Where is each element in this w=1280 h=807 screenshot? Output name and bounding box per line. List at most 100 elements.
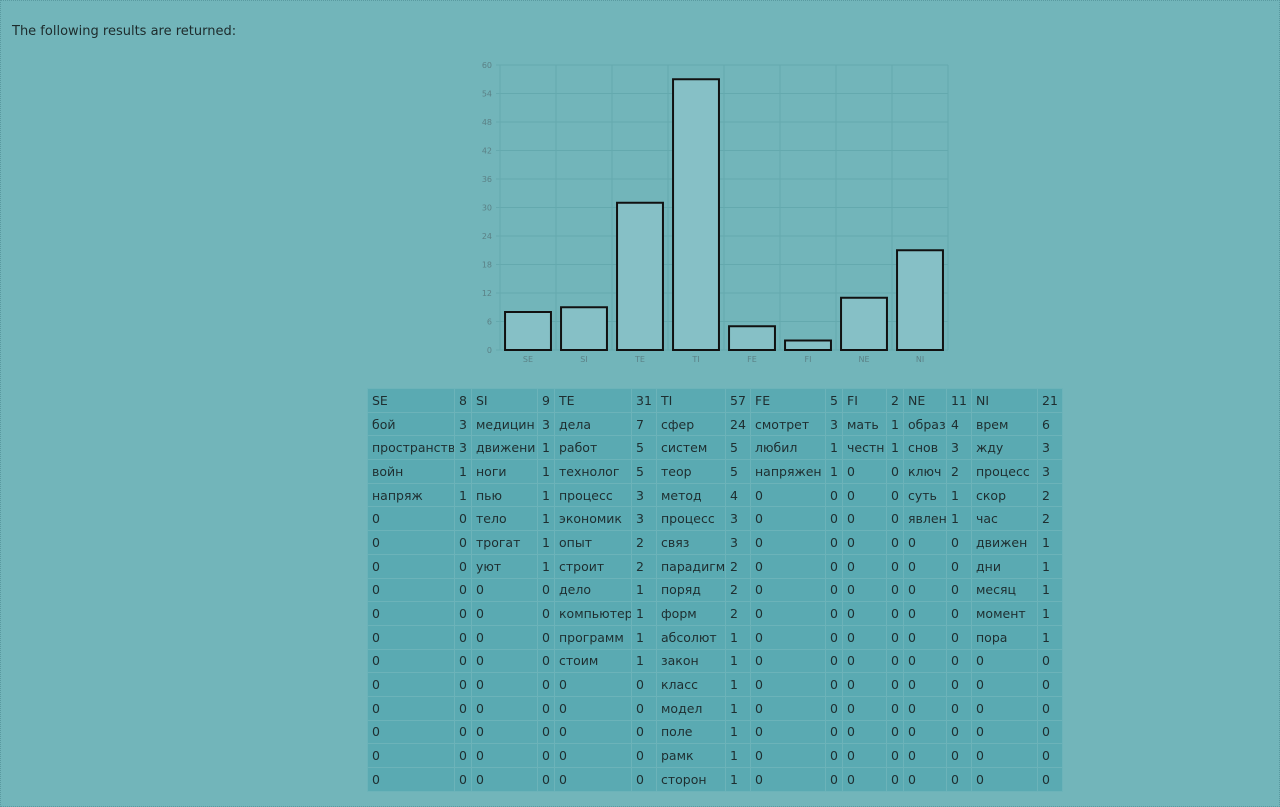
header-count-cell: 11 — [946, 388, 972, 413]
word-cell: 0 — [903, 624, 947, 650]
word-cell: 0 — [903, 530, 947, 555]
word-cell: 0 — [554, 743, 632, 768]
count-cell: 1 — [537, 482, 555, 508]
count-cell: 0 — [886, 506, 904, 532]
word-cell: 0 — [842, 695, 887, 721]
table-row: бой 3 медицин 3 дела 7 сфер 24 смотрет 3 мать 1 обра… — [367, 411, 1063, 437]
count-cell: 3 — [631, 482, 657, 508]
word-cell: 0 — [471, 695, 538, 721]
word-cell: 0 — [971, 672, 1038, 697]
word-cell: 0 — [471, 577, 538, 603]
table-row: 0 0 0 0 дело 1 поряд 2 0 0 0 0 0 0 месяц 1 — [367, 577, 1063, 603]
count-cell: 0 — [1037, 695, 1063, 721]
count-cell: 7 — [631, 411, 657, 437]
word-cell: пространств — [367, 435, 455, 461]
word-cell: технолог — [554, 459, 632, 484]
header-count-cell: 9 — [537, 388, 555, 413]
word-cell: 0 — [750, 482, 826, 508]
word-cell: 0 — [750, 695, 826, 721]
count-cell: 0 — [454, 601, 472, 626]
word-cell: парадигм — [656, 553, 726, 579]
count-cell: 5 — [725, 435, 751, 461]
word-cell: рамк — [656, 743, 726, 768]
word-cell: экономик — [554, 506, 632, 532]
y-tick-label: 42 — [482, 147, 492, 156]
count-cell: 2 — [946, 459, 972, 484]
count-cell: 1 — [825, 435, 843, 461]
word-cell: 0 — [367, 577, 455, 603]
count-cell: 0 — [631, 719, 657, 745]
y-tick-label: 6 — [487, 318, 492, 327]
table-row: 0 0 0 0 стоим 1 закон 1 0 0 0 0 0 0 0 0 — [367, 648, 1063, 674]
word-cell: 0 — [971, 719, 1038, 745]
header-function-cell: FE — [750, 388, 826, 413]
y-tick-label: 0 — [487, 346, 492, 355]
count-cell: 0 — [454, 648, 472, 674]
count-cell: 0 — [537, 624, 555, 650]
word-cell: 0 — [750, 530, 826, 555]
count-cell: 0 — [886, 459, 904, 484]
count-cell: 24 — [725, 411, 751, 437]
word-cell: 0 — [750, 648, 826, 674]
count-cell: 0 — [1037, 719, 1063, 745]
word-cell: тело — [471, 506, 538, 532]
count-cell: 5 — [725, 459, 751, 484]
word-cell: сфер — [656, 411, 726, 437]
count-cell: 0 — [825, 624, 843, 650]
word-cell: 0 — [842, 530, 887, 555]
word-cell: 0 — [367, 530, 455, 555]
count-cell: 1 — [537, 506, 555, 532]
count-cell: 1 — [631, 648, 657, 674]
count-cell: 0 — [825, 767, 843, 792]
table-row: 0 0 уют 1 строит 2 парадигм 2 0 0 0 0 0 0 дни 1 — [367, 553, 1063, 579]
header-count-cell: 57 — [725, 388, 751, 413]
count-cell: 0 — [537, 767, 555, 792]
count-cell: 1 — [537, 553, 555, 579]
word-cell: систем — [656, 435, 726, 461]
x-tick-label: TE — [634, 355, 645, 364]
count-cell: 0 — [825, 743, 843, 768]
word-cell: жду — [971, 435, 1038, 461]
count-cell: 0 — [537, 695, 555, 721]
count-cell: 0 — [537, 577, 555, 603]
count-cell: 0 — [631, 767, 657, 792]
word-cell: бой — [367, 411, 455, 437]
header-count-cell: 8 — [454, 388, 472, 413]
count-cell: 0 — [454, 624, 472, 650]
count-cell: 0 — [946, 695, 972, 721]
word-cell: 0 — [471, 719, 538, 745]
word-cell: скор — [971, 482, 1038, 508]
word-cell: 0 — [750, 506, 826, 532]
word-cell: 0 — [750, 743, 826, 768]
word-cell: сторон — [656, 767, 726, 792]
results-table: SE 8 SI 9 TE 31 TI 57 FE 5 FI 2 NE 11 NI 21 бой 3 медицин 3… — [367, 388, 1063, 792]
count-cell: 0 — [886, 553, 904, 579]
count-cell: 0 — [454, 719, 472, 745]
header-function-cell: SE — [367, 388, 455, 413]
count-cell: 0 — [886, 648, 904, 674]
count-cell: 1 — [825, 459, 843, 484]
table-row: 0 0 0 0 0 0 поле 1 0 0 0 0 0 0 0 0 — [367, 719, 1063, 745]
header-function-cell: NE — [903, 388, 947, 413]
word-cell: честн — [842, 435, 887, 461]
word-cell: явлен — [903, 506, 947, 532]
word-cell: трогат — [471, 530, 538, 555]
count-cell: 0 — [946, 648, 972, 674]
word-cell: 0 — [842, 672, 887, 697]
count-cell: 1 — [725, 624, 751, 650]
word-cell: смотрет — [750, 411, 826, 437]
word-cell: движен — [971, 530, 1038, 555]
count-cell: 1 — [946, 506, 972, 532]
count-cell: 1 — [631, 601, 657, 626]
count-cell: 0 — [454, 743, 472, 768]
table-row: напряж 1 пью 1 процесс 3 метод 4 0 0 0 0 суть 1 скор 2 — [367, 482, 1063, 508]
count-cell: 3 — [946, 435, 972, 461]
word-cell: 0 — [367, 624, 455, 650]
count-cell: 0 — [825, 577, 843, 603]
x-tick-label: FE — [747, 355, 757, 364]
word-cell: абсолют — [656, 624, 726, 650]
count-cell: 0 — [1037, 767, 1063, 792]
word-cell: 0 — [842, 767, 887, 792]
count-cell: 3 — [825, 411, 843, 437]
count-cell: 0 — [946, 530, 972, 555]
